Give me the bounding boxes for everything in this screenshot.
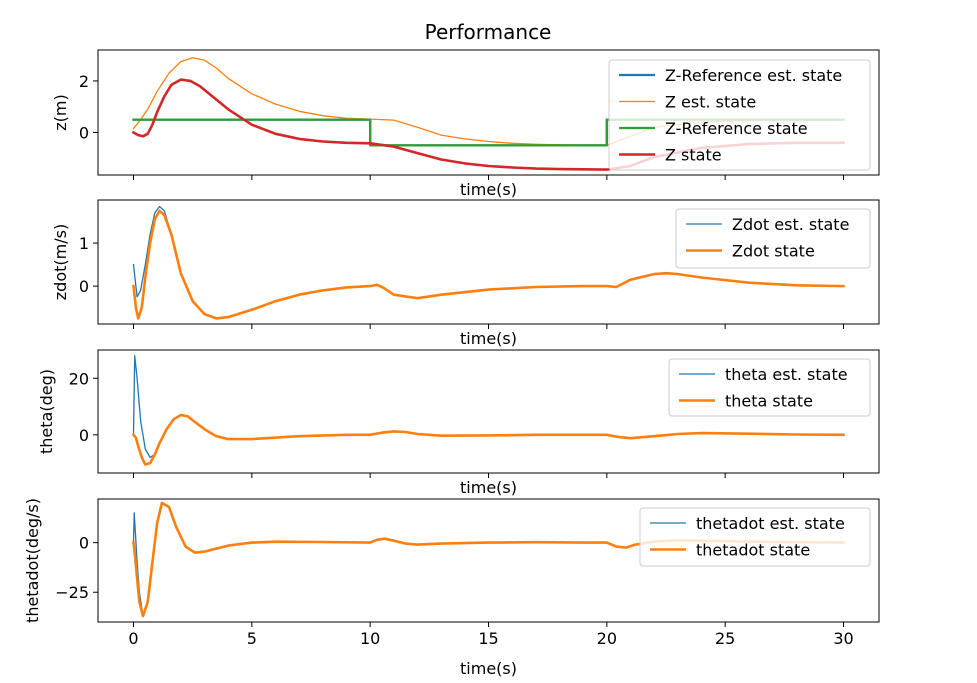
y-axis-label: z(m): [51, 94, 70, 130]
legend-label: theta state: [725, 392, 813, 411]
series-lines: [132, 501, 845, 618]
subplot-1: 0 2 time(s) z(m) Z-Reference est. state Z est…: [51, 49, 880, 199]
y-tick-label: −25: [55, 583, 89, 602]
y-axis-label: thetadot(deg/s): [23, 498, 42, 623]
series-line-2: [132, 209, 845, 320]
legend-box: [639, 507, 871, 567]
x-tick-label: 20: [597, 629, 617, 648]
legend-label: Z-Reference state: [665, 119, 808, 138]
legend-label: Zdot state: [732, 242, 815, 261]
x-tick-label: 0: [128, 629, 138, 648]
legend-label: Z-Reference est. state: [665, 66, 842, 85]
x-axis-label: time(s): [460, 478, 517, 497]
series-lines: [131, 355, 845, 466]
legend-label: thetadot est. state: [696, 514, 845, 533]
legend-label: Z state: [665, 146, 722, 165]
series-line-2: [131, 413, 845, 466]
series-line-2: [132, 501, 845, 618]
x-tick-label: 5: [247, 629, 257, 648]
subplot-2: 0 1 time(s) zdot(m/s) Zdot est. state Zdot st…: [51, 199, 880, 348]
y-tick-label: 0: [79, 534, 89, 553]
legend-box: [608, 59, 871, 171]
legend: Zdot est. state Zdot state: [675, 208, 871, 269]
legend: theta est. state theta state: [668, 358, 871, 417]
legend-label: thetadot state: [696, 541, 810, 560]
y-axis-label: zdot(m/s): [51, 224, 70, 300]
y-tick-label: 0: [79, 123, 89, 142]
legend: Z-Reference est. state Z est. state Z-Refe…: [608, 59, 871, 171]
series-lines: [132, 205, 845, 320]
y-tick-label: 1: [79, 234, 89, 253]
legend-box: [668, 358, 871, 417]
x-tick-label: 15: [478, 629, 498, 648]
legend-label: Z est. state: [665, 93, 756, 112]
legend-label: theta est. state: [725, 365, 848, 384]
x-tick-label: 25: [715, 629, 735, 648]
legend-label: Zdot est. state: [732, 215, 849, 234]
chart-title: Performance: [425, 20, 552, 44]
y-tick-label: 0: [79, 277, 89, 296]
y-tick-label: 2: [79, 72, 89, 91]
legend: thetadot est. state thetadot state: [639, 507, 871, 567]
x-axis-label: time(s): [460, 180, 517, 199]
x-tick-label: 30: [833, 629, 853, 648]
y-tick-label: 0: [79, 426, 89, 445]
x-tick-label: 10: [360, 629, 380, 648]
y-tick-label: 20: [69, 369, 89, 388]
subplot-panels: 0 2 time(s) z(m) Z-Reference est. state Z est…: [23, 49, 880, 678]
subplot-4: 0 5 10 15 20 25 30 0 −25 time(s) thetadot(deg/s) th…: [23, 498, 880, 678]
legend-box: [675, 208, 871, 269]
x-axis-label: time(s): [460, 659, 517, 678]
x-axis-label: time(s): [460, 329, 517, 348]
y-axis-label: theta(deg): [37, 369, 56, 454]
